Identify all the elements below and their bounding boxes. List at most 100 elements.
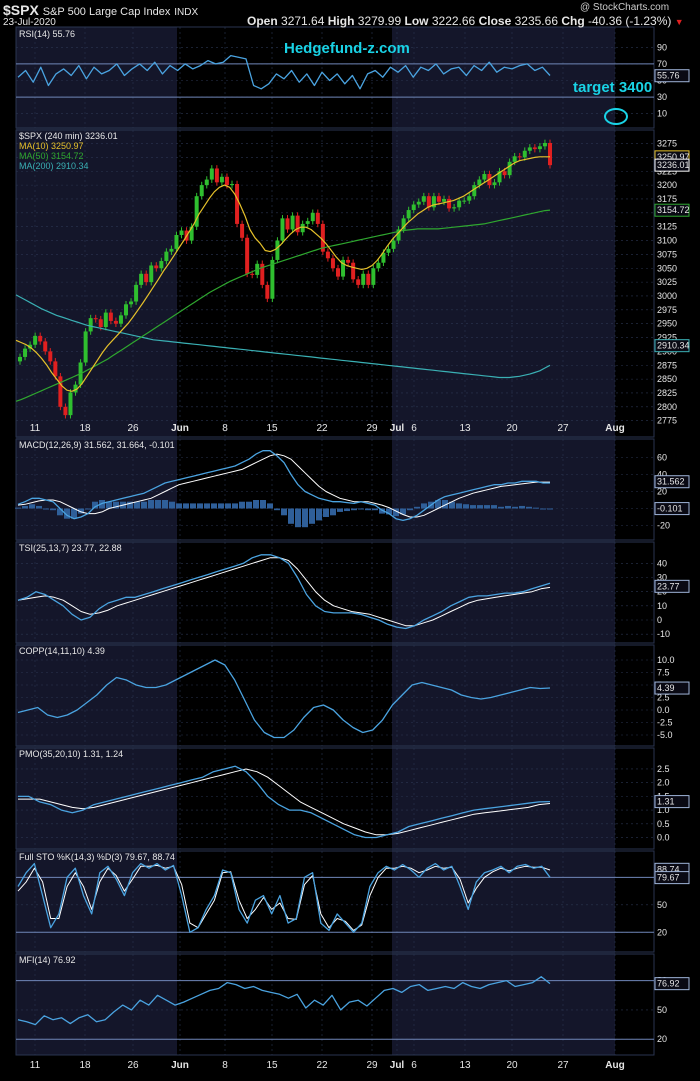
macd-histogram-bar bbox=[470, 505, 476, 509]
candle-body bbox=[139, 273, 144, 285]
candle-body bbox=[134, 284, 139, 302]
sto-k-line bbox=[17, 862, 551, 933]
candle-body bbox=[492, 182, 497, 186]
last-value-label: 3250.97 bbox=[657, 152, 690, 162]
candle-body bbox=[361, 273, 366, 285]
macd-histogram-bar bbox=[29, 504, 35, 509]
candle-body bbox=[38, 335, 43, 342]
macd-histogram-bar bbox=[281, 508, 287, 516]
candle-body bbox=[401, 218, 406, 230]
macd-histogram-bar bbox=[141, 501, 147, 509]
y-tick-label: 3075 bbox=[657, 249, 677, 259]
last-value-label: 3236.01 bbox=[657, 160, 690, 170]
y-tick-label: -2.5 bbox=[657, 718, 673, 728]
ticker-name: S&P 500 Large Cap Index bbox=[42, 6, 171, 18]
candle-body bbox=[285, 218, 290, 230]
candle-body bbox=[356, 279, 361, 285]
candle-body bbox=[346, 259, 351, 263]
candle-body bbox=[421, 196, 426, 202]
candle-body bbox=[124, 304, 128, 316]
candle-body bbox=[295, 215, 300, 233]
candle-body bbox=[149, 265, 154, 283]
candle-body bbox=[235, 184, 240, 224]
y-tick-label: 0 bbox=[657, 615, 662, 625]
macd-histogram-bar bbox=[99, 500, 105, 509]
high-value: 3279.99 bbox=[357, 14, 402, 28]
candle-body bbox=[230, 184, 234, 186]
ma10-legend: MA(10) 3250.97 bbox=[19, 141, 84, 151]
candle-body bbox=[371, 268, 376, 285]
x-tick-label: 26 bbox=[127, 1060, 139, 1071]
y-tick-label: -10 bbox=[657, 629, 670, 639]
tsi-legend-label: TSI(25,13,7) bbox=[19, 543, 70, 553]
panel-frame bbox=[15, 644, 655, 747]
candle-body bbox=[548, 142, 552, 166]
y-tick-label: 3100 bbox=[657, 236, 677, 246]
candle-body bbox=[366, 273, 371, 285]
candle-body bbox=[426, 196, 431, 208]
y-tick-label: 40 bbox=[657, 558, 667, 568]
candle-body bbox=[93, 318, 98, 320]
x-tick-label: 13 bbox=[459, 423, 471, 434]
last-value-box bbox=[654, 579, 690, 593]
mfi-line bbox=[17, 976, 551, 1026]
last-value-box bbox=[654, 203, 690, 217]
candle-body bbox=[219, 176, 224, 183]
macd-histogram-bar bbox=[260, 500, 266, 509]
panel-frame bbox=[15, 26, 655, 129]
candle-body bbox=[275, 240, 280, 260]
macd-histogram-bar bbox=[400, 508, 406, 515]
rsi-legend: RSI(14) 55.76 bbox=[19, 29, 75, 39]
y-tick-label: 60 bbox=[657, 453, 667, 463]
candle-body bbox=[406, 210, 411, 219]
x-tick-label: 6 bbox=[411, 1060, 417, 1071]
macd-histogram-bar bbox=[393, 508, 399, 517]
macd-histogram-bar bbox=[127, 501, 133, 509]
candle-body bbox=[174, 235, 179, 249]
candle-body bbox=[467, 196, 472, 201]
candle-body bbox=[129, 301, 134, 305]
y-tick-label: 2775 bbox=[657, 416, 677, 426]
candle-body bbox=[113, 320, 118, 324]
copp-line bbox=[17, 659, 551, 739]
macd-histogram-bar bbox=[78, 508, 84, 514]
tsi-legend-value: 23.77, 22.88 bbox=[71, 543, 122, 553]
candle-body bbox=[305, 221, 310, 224]
candle-body bbox=[73, 384, 78, 393]
macd-histogram-bar bbox=[57, 508, 63, 516]
x-tick-label: 26 bbox=[127, 423, 139, 434]
macd-histogram-bar bbox=[288, 508, 294, 524]
candle-body bbox=[63, 406, 68, 416]
candle-body bbox=[98, 319, 103, 328]
macd-histogram-bar bbox=[463, 504, 469, 509]
candle-body bbox=[416, 201, 421, 205]
x-tick-label: Jul bbox=[390, 423, 405, 434]
open-value: 3271.64 bbox=[281, 14, 325, 28]
macd-histogram-bar bbox=[267, 503, 273, 509]
shaded-band bbox=[16, 27, 177, 1055]
candle-body bbox=[330, 258, 335, 269]
x-tick-label: Jun bbox=[171, 423, 189, 434]
macd-histogram-bar bbox=[414, 506, 420, 509]
candle-body bbox=[341, 259, 346, 277]
y-tick-label: 3125 bbox=[657, 222, 677, 232]
macd-histogram-bar bbox=[225, 503, 231, 509]
x-tick-label: 8 bbox=[222, 1060, 228, 1071]
ma200-legend-value: 2910.34 bbox=[56, 161, 89, 171]
macd-histogram-bar bbox=[218, 503, 224, 509]
x-tick-label: 22 bbox=[316, 1060, 328, 1071]
last-value-box bbox=[654, 977, 690, 991]
tsi-legend: TSI(25,13,7) 23.77, 22.88 bbox=[19, 543, 122, 553]
panel-frame bbox=[15, 953, 655, 1056]
candle-body bbox=[204, 179, 209, 186]
macd-histogram-bar bbox=[197, 503, 203, 509]
last-value-box bbox=[654, 871, 690, 885]
candle-body bbox=[542, 142, 547, 147]
x-tick-label: 20 bbox=[506, 1060, 518, 1071]
macd-histogram-bar bbox=[337, 508, 343, 512]
candle-body bbox=[83, 331, 88, 363]
down-arrow-icon: ▼ bbox=[674, 17, 684, 27]
macd-histogram-bar bbox=[176, 503, 182, 509]
macd-histogram-bar bbox=[435, 500, 441, 509]
